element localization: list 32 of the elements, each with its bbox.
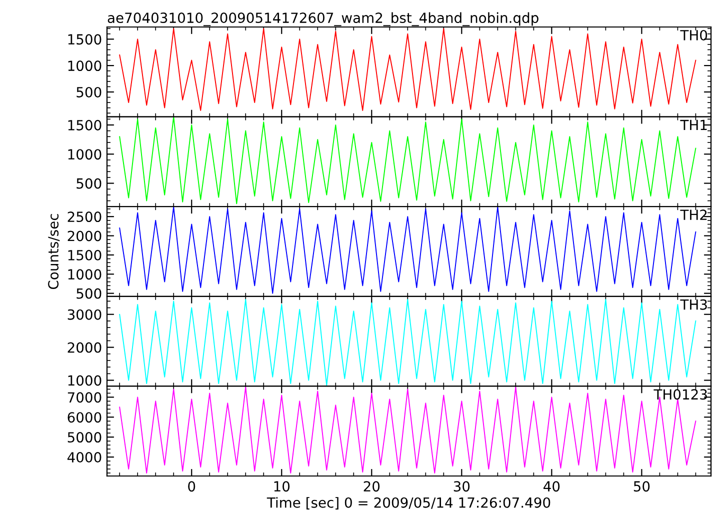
y-tick-label: 1000: [68, 60, 102, 72]
series-label: TH0: [680, 30, 708, 40]
y-tick-label: 1000: [68, 269, 102, 280]
y-tick-label: 6000: [68, 412, 102, 423]
y-tick-label: 1500: [68, 250, 102, 260]
chart-title: ae704031010_20090514172607_wam2_bst_4band_nobin.qdp: [108, 12, 538, 26]
y-tick-label: 1500: [68, 120, 102, 130]
x-tick-label: 30: [454, 481, 470, 492]
series-label: TH1: [680, 120, 707, 130]
y-tick-label: 1000: [68, 149, 102, 160]
y-tick-label: 2000: [68, 230, 102, 242]
y-tick-label: 7000: [68, 392, 102, 403]
series-label: TH0123: [654, 389, 707, 400]
x-tick-label: 20: [364, 481, 380, 492]
series-label: TH2: [680, 210, 707, 220]
y-tick-label: 500: [76, 86, 102, 98]
y-tick-label: 4000: [67, 452, 102, 463]
y-tick-label: 1000: [68, 375, 102, 386]
y-tick-label: 2500: [68, 212, 102, 222]
x-tick-label: 0: [188, 481, 196, 492]
series-label: TH3: [680, 299, 707, 310]
y-tick-label: 2000: [68, 342, 102, 353]
x-tick-label: 50: [634, 481, 650, 492]
y-tick-label: 5000: [68, 432, 102, 443]
x-tick-label: 40: [544, 481, 560, 492]
y-tick-label: 500: [76, 288, 102, 299]
y-tick-label: 1500: [68, 34, 102, 45]
y-axis-title: Counts/sec: [48, 214, 60, 290]
x-tick-label: 10: [274, 481, 290, 492]
y-tick-label: 3000: [68, 309, 102, 320]
x-axis-title: Time [sec] 0 = 2009/05/14 17:26:07.490: [266, 497, 550, 510]
y-tick-label: 500: [76, 178, 102, 189]
